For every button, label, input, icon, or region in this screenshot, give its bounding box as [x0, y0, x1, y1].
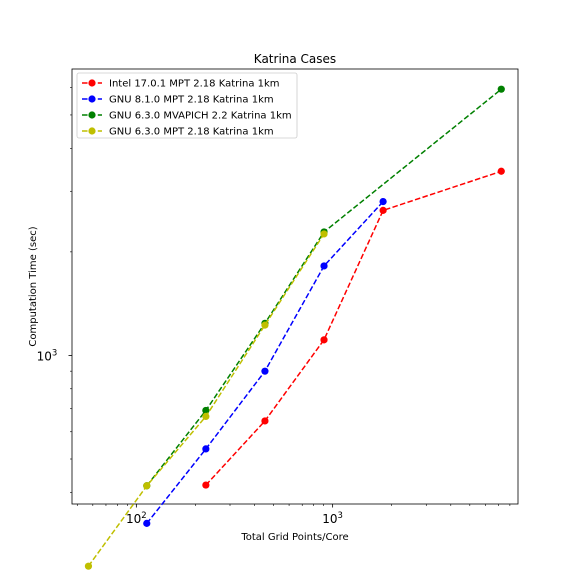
- legend-label: GNU 8.1.0 MPT 2.18 Katrina 1km: [109, 95, 274, 106]
- data-point: [202, 412, 210, 420]
- plot-area: [71, 68, 519, 505]
- data-point: [202, 406, 210, 415]
- data-point: [497, 85, 505, 93]
- y-axis-label: Computation Time (sec): [28, 226, 39, 346]
- chart-title: Katrina Cases: [254, 52, 336, 66]
- data-point: [497, 167, 505, 175]
- series-2: [143, 197, 387, 527]
- legend-label: GNU 6.3.0 MVAPICH 2.2 Katrina 1km: [109, 111, 292, 122]
- series-line: [205, 170, 502, 486]
- series-1: [202, 167, 505, 489]
- legend-frame: [76, 72, 298, 139]
- y-axis: 103: [37, 87, 72, 493]
- data-point: [320, 230, 328, 238]
- legend: Intel 17.0.1 MPT 2.18 Katrina 1km GNU 8.1…: [76, 72, 298, 139]
- data-point: [143, 519, 151, 527]
- data-point: [261, 417, 269, 425]
- series-layer: [84, 85, 505, 570]
- legend-label: Intel 17.0.1 MPT 2.18 Katrina 1km: [109, 79, 280, 90]
- data-point: [320, 336, 328, 344]
- data-point: [379, 197, 387, 206]
- legend-marker: [88, 79, 96, 87]
- x-axis-label: Total Grid Points/Core: [240, 532, 348, 543]
- x-tick-label: 102: [126, 511, 147, 526]
- series-4: [84, 230, 328, 570]
- legend-marker: [88, 95, 96, 103]
- legend-marker: [88, 127, 96, 135]
- data-point: [84, 562, 93, 570]
- data-point: [143, 482, 151, 490]
- x-axis: 102 103: [76, 504, 511, 526]
- legend-item: GNU 6.3.0 MVAPICH 2.2 Katrina 1km: [82, 111, 292, 122]
- legend-label: GNU 6.3.0 MPT 2.18 Katrina 1km: [109, 127, 274, 138]
- data-point: [379, 206, 387, 214]
- data-point: [261, 367, 269, 375]
- y-tick-label: 103: [37, 348, 58, 363]
- data-point: [202, 445, 210, 453]
- legend-item: Intel 17.0.1 MPT 2.18 Katrina 1km: [82, 79, 280, 90]
- legend-marker: [88, 111, 96, 119]
- data-point: [320, 262, 328, 270]
- data-point: [202, 481, 210, 489]
- legend-item: GNU 6.3.0 MPT 2.18 Katrina 1km: [82, 127, 274, 138]
- data-point: [261, 321, 269, 329]
- legend-item: GNU 8.1.0 MPT 2.18 Katrina 1km: [82, 95, 274, 106]
- x-tick-label: 103: [322, 511, 343, 526]
- plot-frame: [71, 68, 519, 505]
